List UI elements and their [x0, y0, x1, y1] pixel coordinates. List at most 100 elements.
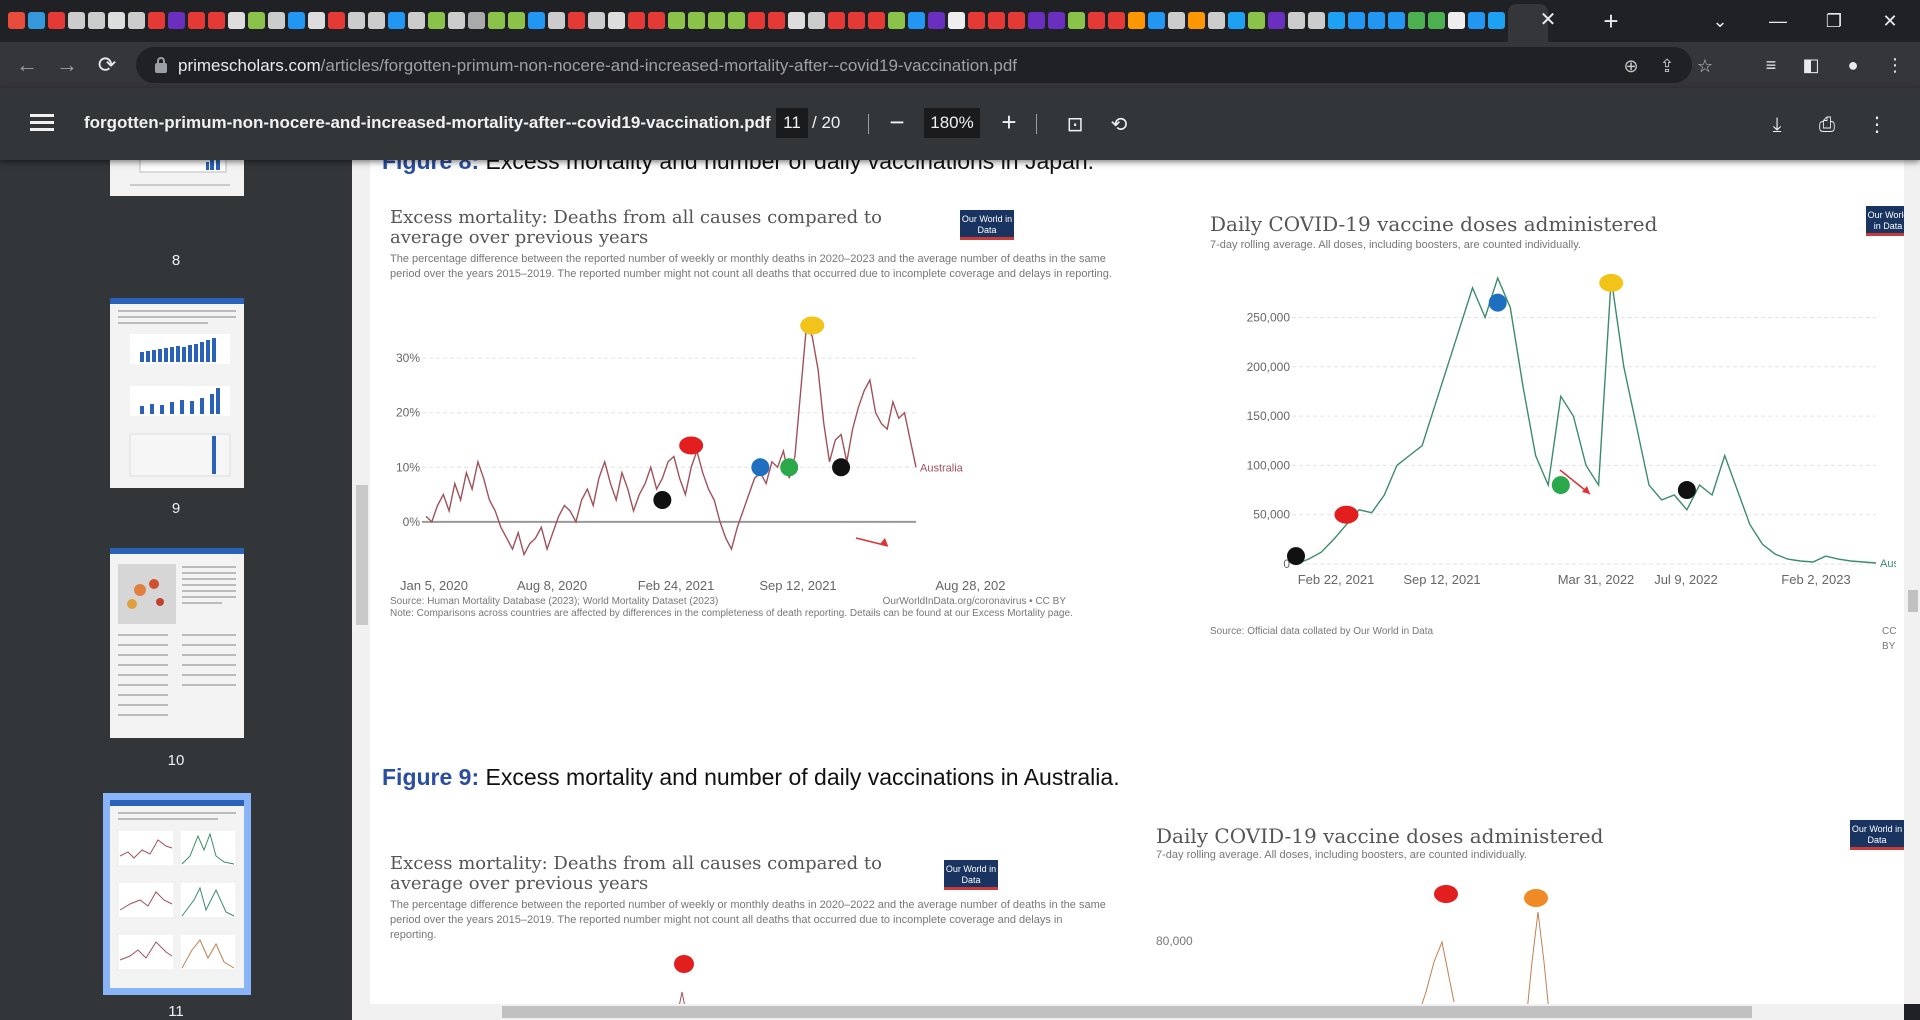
tab-favicon[interactable]	[508, 12, 525, 29]
profile-icon[interactable]: ●	[1847, 55, 1859, 75]
tab-favicon[interactable]	[248, 12, 265, 29]
tab-favicon[interactable]	[528, 12, 545, 29]
tab-favicon[interactable]	[1428, 12, 1445, 29]
tab-favicon[interactable]	[448, 12, 465, 29]
tab-favicon[interactable]	[1008, 12, 1025, 29]
menu-dots-icon[interactable]: ⋮	[1886, 55, 1904, 75]
tab-favicon[interactable]	[68, 12, 85, 29]
tab-favicon[interactable]	[748, 12, 765, 29]
tab-favicon[interactable]	[1288, 12, 1305, 29]
tab-favicon[interactable]	[428, 12, 445, 29]
tab-favicon[interactable]	[228, 12, 245, 29]
tab-favicon[interactable]	[628, 12, 645, 29]
close-tab-icon[interactable]: ✕	[1539, 9, 1557, 31]
tab-favicon[interactable]	[968, 12, 985, 29]
tab-favicon[interactable]	[1028, 12, 1045, 29]
active-tab[interactable]	[1508, 4, 1548, 42]
pdf-content-area[interactable]: Figure 8: Excess mortality and number of…	[352, 160, 1904, 1004]
tab-favicon[interactable]	[168, 12, 185, 29]
tab-favicon[interactable]	[1348, 12, 1365, 29]
tab-favicon[interactable]	[588, 12, 605, 29]
address-bar[interactable]: primescholars.com/articles/forgotten-pri…	[136, 47, 1713, 83]
download-icon[interactable]: ⤓	[1772, 114, 1782, 136]
tab-favicon[interactable]	[988, 12, 1005, 29]
tab-favicon[interactable]	[928, 12, 945, 29]
horizontal-scrollbar[interactable]	[352, 1004, 1904, 1020]
tab-favicon[interactable]	[128, 12, 145, 29]
fit-page-icon[interactable]: ⊡	[1066, 114, 1084, 136]
tab-favicons[interactable]	[8, 10, 1538, 32]
rotate-icon[interactable]: ⟲	[1110, 114, 1128, 136]
pdf-more-icon[interactable]: ⋮	[1867, 114, 1887, 136]
tab-favicon[interactable]	[608, 12, 625, 29]
tab-favicon[interactable]	[1388, 12, 1405, 29]
side-panel-icon[interactable]: ◧	[1802, 55, 1820, 75]
tab-favicon[interactable]	[48, 12, 65, 29]
close-window-button[interactable]: ✕	[1882, 11, 1898, 31]
tab-favicon[interactable]	[768, 12, 785, 29]
tab-favicon[interactable]	[1128, 12, 1145, 29]
scroll-thumb[interactable]	[1908, 590, 1918, 612]
reading-list-icon[interactable]: ≡	[1765, 55, 1777, 75]
share-icon[interactable]: ⇪	[1659, 56, 1675, 76]
tab-favicon[interactable]	[1488, 12, 1505, 29]
tab-favicon[interactable]	[568, 12, 585, 29]
tab-favicon[interactable]	[1148, 12, 1165, 29]
tab-favicon[interactable]	[28, 12, 45, 29]
tab-favicon[interactable]	[808, 12, 825, 29]
tab-favicon[interactable]	[648, 12, 665, 29]
forward-icon[interactable]: →	[56, 52, 78, 77]
sidebar-menu-icon[interactable]	[28, 110, 56, 138]
tab-favicon[interactable]	[1208, 12, 1225, 29]
tab-favicon[interactable]	[1068, 12, 1085, 29]
tab-favicon[interactable]	[788, 12, 805, 29]
tab-favicon[interactable]	[1168, 12, 1185, 29]
tab-favicon[interactable]	[388, 12, 405, 29]
tab-favicon[interactable]	[908, 12, 925, 29]
page-scrollbar-vertical[interactable]	[352, 160, 370, 1004]
tab-favicon[interactable]	[1268, 12, 1285, 29]
zoom-level-input[interactable]: 180%	[924, 108, 980, 138]
tab-favicon[interactable]	[1188, 12, 1205, 29]
tab-favicon[interactable]	[328, 12, 345, 29]
thumbnail-page-10[interactable]	[110, 548, 244, 738]
minimize-button[interactable]: —	[1769, 11, 1787, 31]
url-text[interactable]: primescholars.com/articles/forgotten-pri…	[178, 56, 1018, 75]
tab-favicon[interactable]	[148, 12, 165, 29]
tab-favicon[interactable]	[188, 12, 205, 29]
tab-favicon[interactable]	[1408, 12, 1425, 29]
tab-search-icon[interactable]: ⌄	[1712, 11, 1728, 31]
tab-favicon[interactable]	[8, 12, 25, 29]
bookmark-star-icon[interactable]: ☆	[1696, 56, 1714, 76]
tab-favicon[interactable]	[668, 12, 685, 29]
tab-favicon[interactable]	[868, 12, 885, 29]
tab-favicon[interactable]	[1048, 12, 1065, 29]
tab-favicon[interactable]	[468, 12, 485, 29]
tab-favicon[interactable]	[308, 12, 325, 29]
zoom-out-button[interactable]: −	[889, 107, 905, 137]
tab-favicon[interactable]	[1248, 12, 1265, 29]
new-tab-button[interactable]: +	[1603, 6, 1619, 36]
thumbnail-page-8[interactable]	[110, 160, 244, 196]
tab-favicon[interactable]	[548, 12, 565, 29]
tab-favicon[interactable]	[1468, 12, 1485, 29]
tab-favicon[interactable]	[268, 12, 285, 29]
thumbnail-page-11[interactable]	[103, 793, 251, 995]
zoom-in-button[interactable]: +	[1001, 107, 1017, 137]
restore-button[interactable]: ❐	[1825, 11, 1843, 31]
tab-favicon[interactable]	[1088, 12, 1105, 29]
vertical-scrollbar[interactable]	[1904, 160, 1920, 1004]
tab-favicon[interactable]	[1308, 12, 1325, 29]
tab-favicon[interactable]	[348, 12, 365, 29]
tab-favicon[interactable]	[288, 12, 305, 29]
print-icon[interactable]: ⎙	[1819, 114, 1835, 136]
tab-favicon[interactable]	[828, 12, 845, 29]
scroll-thumb[interactable]	[502, 1006, 1752, 1018]
tab-favicon[interactable]	[728, 12, 745, 29]
tab-favicon[interactable]	[108, 12, 125, 29]
tab-favicon[interactable]	[888, 12, 905, 29]
back-icon[interactable]: ←	[16, 52, 38, 77]
tab-favicon[interactable]	[1108, 12, 1125, 29]
page-number-input[interactable]: 11	[776, 108, 808, 138]
tab-favicon[interactable]	[688, 12, 705, 29]
